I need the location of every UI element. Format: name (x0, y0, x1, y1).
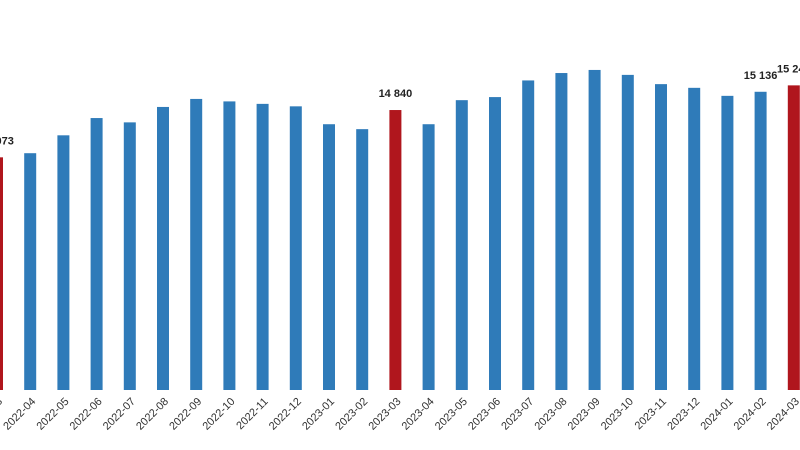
bar (754, 91, 767, 390)
x-tick-label: 2023-09 (566, 396, 603, 433)
bar (256, 103, 269, 390)
x-tick-label: 2022-09 (167, 396, 204, 433)
bar (721, 95, 734, 390)
x-tick-label: 2022-12 (267, 396, 304, 433)
x-tick-label: 2022-05 (34, 396, 71, 433)
x-tick-label: 2023-12 (665, 396, 702, 433)
x-tick-label: 2022-08 (134, 396, 171, 433)
x-tick-label: 2023-07 (499, 396, 536, 433)
x-tick-label: 2023-01 (300, 396, 337, 433)
value-label: 14 073 (0, 135, 14, 147)
bar (422, 124, 435, 390)
bar (356, 129, 369, 390)
bar (787, 85, 800, 390)
bar (57, 135, 70, 390)
bar (688, 87, 701, 390)
x-tick-label: 2023-11 (633, 396, 669, 432)
x-tick-label: 2022-04 (1, 396, 38, 433)
value-label: 15 136 (744, 70, 778, 82)
bar (555, 73, 568, 391)
x-tick-label: 2022-06 (68, 396, 105, 433)
x-tick-label: 2023-06 (466, 396, 503, 433)
bar (289, 106, 302, 390)
bar (489, 97, 501, 390)
bar (655, 84, 667, 390)
bar (588, 69, 601, 390)
x-tick-label: 2023-05 (433, 396, 470, 433)
bar (522, 80, 535, 390)
value-label: 15 240 (777, 63, 800, 75)
value-label: 14 840 (379, 88, 413, 100)
bar (223, 101, 236, 391)
bar (389, 110, 402, 391)
bar (190, 98, 203, 390)
bar (157, 106, 169, 390)
bar (24, 153, 37, 390)
x-tick-label: 2024-02 (732, 396, 769, 433)
x-tick-label: 2023-03 (366, 396, 403, 433)
x-tick-label: 2024-01 (698, 396, 735, 433)
bar (123, 122, 136, 390)
x-tick-label: 2023-04 (400, 396, 437, 433)
x-tick-label: 2024-03 (765, 396, 800, 433)
x-tick-label: 2022-10 (200, 396, 237, 433)
bar (90, 118, 103, 391)
x-tick-label: 2023-10 (599, 396, 636, 433)
bar (455, 100, 468, 391)
x-tick-label: 2022-07 (101, 396, 138, 433)
x-tick-label: 2023-08 (532, 396, 569, 433)
bar (0, 157, 3, 390)
x-tick-label: 2023-02 (333, 396, 370, 433)
bar (621, 74, 634, 390)
x-tick-label: 2022-11 (234, 396, 270, 432)
bar (323, 124, 335, 390)
